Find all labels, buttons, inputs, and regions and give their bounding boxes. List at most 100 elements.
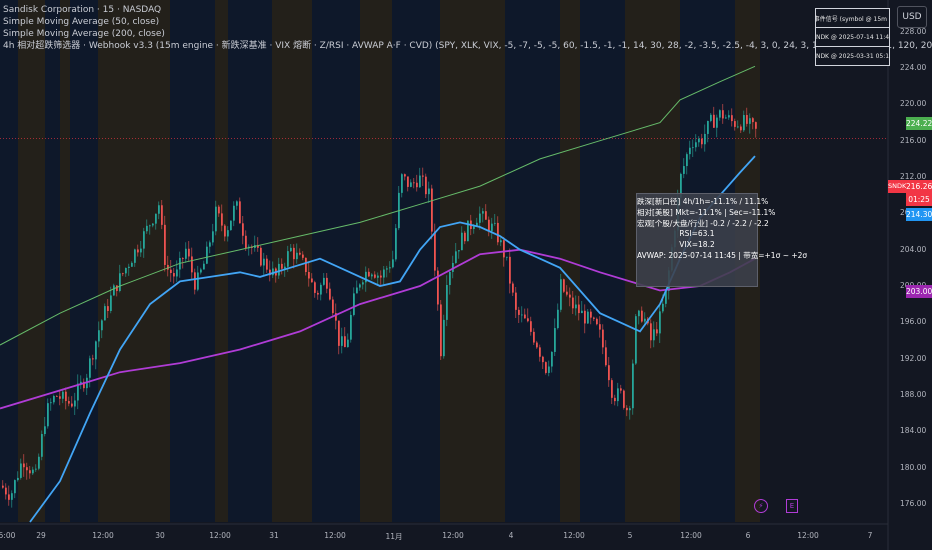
candle-body — [62, 391, 64, 399]
candle-body — [425, 176, 427, 195]
candle-body — [605, 347, 607, 366]
candle-body — [368, 271, 370, 277]
candle-body — [212, 231, 214, 243]
candle-body — [266, 258, 268, 270]
candle-body — [185, 248, 187, 259]
price-tick-label: 212.00 — [900, 172, 927, 182]
candle-body — [689, 147, 691, 155]
price-tick-label: 188.00 — [900, 389, 927, 399]
candle-body — [140, 248, 142, 253]
candle-body — [653, 329, 655, 341]
candle-body — [509, 256, 511, 284]
candle-body — [200, 269, 202, 273]
candle-body — [8, 494, 10, 500]
candle-body — [392, 259, 394, 268]
candle-body — [350, 314, 352, 340]
sma50-line — [29, 155, 756, 523]
candle-body — [110, 295, 112, 311]
time-tick-label: 4 — [508, 531, 514, 540]
sma200-legend[interactable]: Simple Moving Average (200, close) — [3, 29, 165, 39]
price-tick-label: 220.00 — [900, 99, 927, 109]
candle-body — [50, 402, 52, 404]
candle-body — [401, 174, 403, 193]
candle-body — [428, 188, 430, 195]
candle-body — [173, 273, 175, 277]
candle-body — [230, 220, 232, 231]
candle-body — [161, 205, 163, 225]
session-band — [18, 0, 45, 522]
candle-body — [329, 288, 331, 300]
indicator-legend[interactable]: 4h 相对超跌筛选器 · Webhook v3.3 (15m engine · … — [3, 41, 932, 51]
candle-body — [743, 115, 745, 131]
candle-body — [80, 381, 82, 384]
earnings-marker[interactable]: E — [786, 499, 798, 513]
candle-body — [2, 485, 4, 488]
time-tick-label: 7 — [867, 531, 873, 540]
time-tick-label: 12:00 — [324, 531, 346, 540]
candle-body — [587, 311, 589, 324]
candle-body — [191, 256, 193, 273]
info-line-relative: 相对[美股] Mkt=-11.1% | Sec=-11.1% — [637, 207, 776, 217]
candle-body — [611, 380, 613, 398]
candle-body — [623, 390, 625, 408]
candle-body — [371, 274, 373, 277]
candle-body — [395, 228, 397, 260]
candle-body — [695, 142, 697, 148]
candle-body — [503, 240, 505, 258]
candle-body — [326, 277, 328, 289]
candle-body — [83, 381, 85, 389]
time-tick-label: 12:00 — [797, 531, 819, 540]
candle-body — [704, 133, 706, 145]
candle-body — [152, 223, 154, 226]
candle-body — [755, 122, 757, 129]
candle-body — [236, 201, 238, 206]
candle-body — [410, 182, 412, 187]
candle-body — [737, 126, 739, 128]
candle-body — [134, 249, 136, 263]
candle-body — [725, 117, 727, 119]
symbol-tag: SNDK — [888, 180, 906, 193]
candle-body — [47, 403, 49, 427]
session-band — [0, 0, 18, 522]
candle-body — [23, 463, 25, 468]
candle-body — [290, 247, 292, 252]
candle-body — [74, 400, 76, 407]
candle-body — [17, 477, 19, 481]
candle-body — [482, 211, 484, 214]
time-tick-label: 12:00 — [680, 531, 702, 540]
candle-body — [752, 118, 754, 123]
candle-body — [287, 251, 289, 267]
price-tick-label: 196.00 — [900, 317, 927, 327]
candle-body — [650, 323, 652, 341]
candle-body — [143, 231, 145, 249]
candle-body — [35, 468, 37, 470]
candle-body — [485, 211, 487, 220]
candle-body — [188, 248, 190, 257]
lightning-icon[interactable]: ⚡ — [754, 499, 768, 513]
candle-body — [575, 304, 577, 309]
candle-body — [299, 252, 301, 255]
candle-body — [455, 251, 457, 263]
info-line-vix: VIX=18.2 — [679, 240, 715, 250]
last-price-tag: 216.26 — [906, 180, 932, 193]
candle-body — [320, 284, 322, 295]
candle-body — [197, 272, 199, 290]
candle-body — [221, 213, 223, 226]
candle-body — [572, 297, 574, 309]
candle-body — [629, 408, 631, 411]
candle-body — [746, 115, 748, 124]
time-tick-label: 12:00 — [442, 531, 464, 540]
candle-body — [539, 347, 541, 357]
candle-body — [560, 279, 562, 310]
candle-body — [407, 176, 409, 187]
candle-body — [641, 310, 643, 322]
candle-body — [317, 292, 319, 295]
currency-button[interactable]: USD — [897, 6, 927, 28]
info-line-rsi: RSI=63.1 — [679, 229, 715, 239]
candle-body — [227, 230, 229, 237]
symbol-title[interactable]: Sandisk Corporation · 15 · NASDAQ — [3, 5, 162, 15]
sma50-legend[interactable]: Simple Moving Average (50, close) — [3, 17, 160, 27]
candle-body — [698, 138, 700, 143]
candle-body — [578, 304, 580, 314]
